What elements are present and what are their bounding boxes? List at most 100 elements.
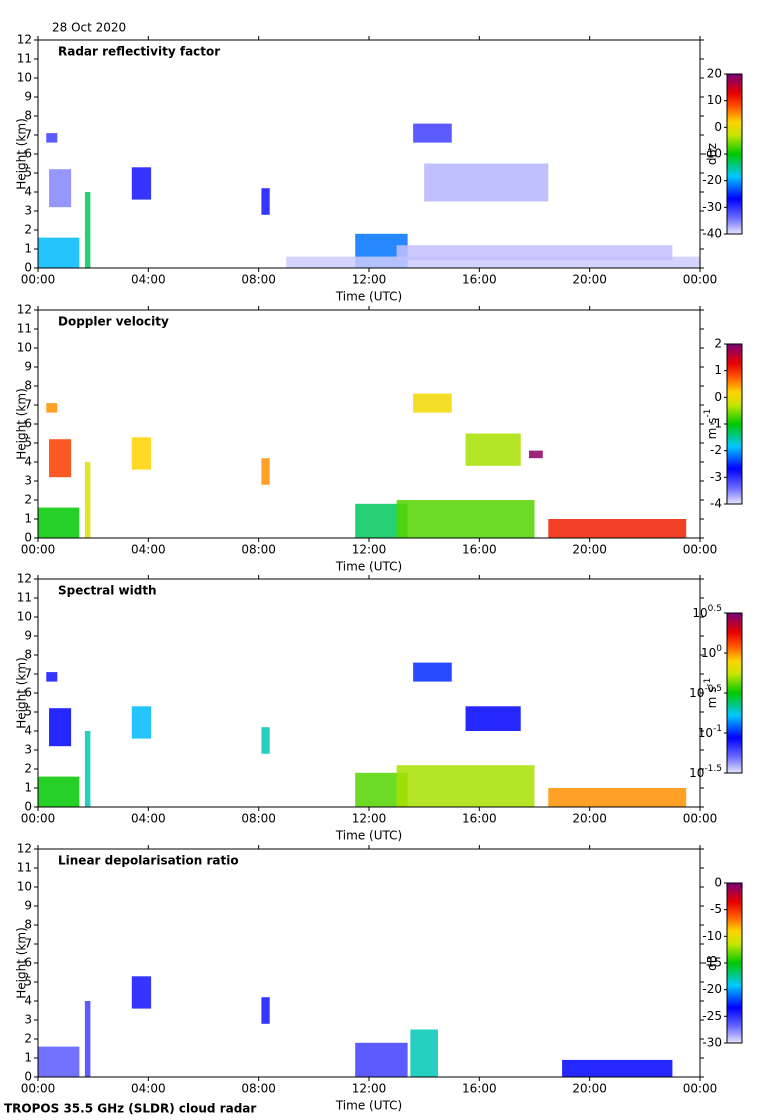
colorbar-unit: m s xyxy=(705,418,719,440)
y-tick-label: 5 xyxy=(24,975,32,989)
colorbar-unit: dB xyxy=(705,955,719,971)
echo-region xyxy=(396,765,535,807)
colorbar-tick-label: 10-1 xyxy=(698,724,722,740)
tick-base: 10 xyxy=(689,686,704,700)
tick-base: 10 xyxy=(701,646,716,660)
x-tick-label: 20:00 xyxy=(572,273,607,287)
x-tick-label: 20:00 xyxy=(572,1082,607,1096)
echo-region xyxy=(84,1001,91,1077)
echo-region xyxy=(396,245,673,261)
colorbar-tick-label: -10 xyxy=(702,929,722,943)
y-axis-label: Height (km) xyxy=(15,388,29,459)
y-tick-label: 7 xyxy=(24,128,32,142)
colorbar-tick-label: -20 xyxy=(702,982,722,996)
y-tick-label: 1 xyxy=(24,781,32,795)
y-tick-label: 4 xyxy=(24,994,32,1008)
y-tick-label: 0 xyxy=(24,1070,32,1084)
tick-base: 10 xyxy=(689,766,704,780)
y-tick-label: 7 xyxy=(24,937,32,951)
colorbar-tick-label: -30 xyxy=(702,1036,722,1050)
colorbar-tick-label: -2 xyxy=(710,443,722,457)
colorbar xyxy=(726,882,743,1044)
y-tick-label: 9 xyxy=(24,629,32,643)
y-tick-label: 6 xyxy=(24,956,32,970)
y-tick-label: 1 xyxy=(24,1051,32,1065)
y-tick-label: 0 xyxy=(24,531,32,545)
colorbar-tick-label: -5 xyxy=(710,902,722,916)
y-tick-label: 10 xyxy=(17,880,32,894)
colorbar-label: m s-1 xyxy=(703,409,719,440)
echo-region xyxy=(46,133,58,143)
y-tick-label: 10 xyxy=(17,341,32,355)
colorbar-tick-label: -40 xyxy=(702,227,722,241)
y-tick-label: 9 xyxy=(24,899,32,913)
x-tick-label: 00:00 xyxy=(21,543,56,557)
echo-region xyxy=(465,706,521,731)
x-tick-label: 12:00 xyxy=(352,273,387,287)
colorbar-tick-label: 100.5 xyxy=(692,604,722,620)
x-tick-label: 00:00 xyxy=(683,812,718,826)
echo-region xyxy=(131,437,152,470)
panel-title: Linear depolarisation ratio xyxy=(58,854,239,868)
echo-region xyxy=(46,403,58,413)
y-tick-label: 12 xyxy=(17,842,32,856)
x-axis-label: Time (UTC) xyxy=(335,829,402,843)
y-tick-label: 12 xyxy=(17,303,32,317)
echo-region xyxy=(465,433,521,466)
y-tick-label: 2 xyxy=(24,223,32,237)
x-tick-label: 04:00 xyxy=(131,1082,166,1096)
y-tick-label: 10 xyxy=(17,71,32,85)
colorbar xyxy=(726,612,743,774)
y-tick-label: 12 xyxy=(17,572,32,586)
colorbar-unit-exponent: -1 xyxy=(703,678,713,687)
tick-exponent: -1 xyxy=(713,724,722,734)
colorbar-tick-label: -1 xyxy=(710,417,722,431)
echo-region xyxy=(84,731,91,807)
y-tick-label: 9 xyxy=(24,90,32,104)
y-tick-label: 6 xyxy=(24,417,32,431)
x-tick-label: 04:00 xyxy=(131,543,166,557)
y-tick-label: 4 xyxy=(24,455,32,469)
y-tick-label: 4 xyxy=(24,185,32,199)
colorbar-tick-label: -3 xyxy=(710,470,722,484)
echo-region xyxy=(49,708,72,747)
y-tick-label: 11 xyxy=(17,52,32,66)
colorbar-tick-label: -20 xyxy=(702,173,722,187)
echo-region xyxy=(396,500,535,538)
echo-region xyxy=(46,672,58,682)
colorbar xyxy=(726,73,743,235)
y-tick-label: 4 xyxy=(24,724,32,738)
y-tick-label: 6 xyxy=(24,147,32,161)
x-tick-label: 00:00 xyxy=(21,1082,56,1096)
y-tick-label: 8 xyxy=(24,648,32,662)
echo-region xyxy=(131,706,152,739)
panel-title: Doppler velocity xyxy=(58,315,169,329)
y-tick-label: 5 xyxy=(24,436,32,450)
echo-region xyxy=(261,997,270,1024)
echo-region xyxy=(286,256,700,268)
y-tick-label: 1 xyxy=(24,512,32,526)
panel-title: Radar reflectivity factor xyxy=(58,45,220,59)
colorbar-tick-label: 0 xyxy=(714,120,722,134)
x-axis-label: Time (UTC) xyxy=(335,1099,402,1113)
x-tick-label: 08:00 xyxy=(241,273,276,287)
echo-region xyxy=(548,519,687,538)
colorbar-tick-label: 0 xyxy=(714,876,722,890)
echo-region xyxy=(413,393,452,413)
echo-region xyxy=(355,1042,408,1077)
echo-region xyxy=(49,439,72,478)
echo-region xyxy=(413,123,452,143)
x-tick-label: 08:00 xyxy=(241,1082,276,1096)
tick-exponent: -1.5 xyxy=(704,764,722,774)
echo-region xyxy=(38,776,80,807)
echo-region xyxy=(548,788,687,807)
y-tick-label: 7 xyxy=(24,398,32,412)
echo-region xyxy=(84,192,91,268)
x-tick-label: 16:00 xyxy=(462,1082,497,1096)
y-axis-label: Height (km) xyxy=(15,657,29,728)
y-tick-label: 0 xyxy=(24,261,32,275)
tick-base: 10 xyxy=(698,726,713,740)
echo-region xyxy=(413,662,452,682)
x-tick-label: 04:00 xyxy=(131,273,166,287)
